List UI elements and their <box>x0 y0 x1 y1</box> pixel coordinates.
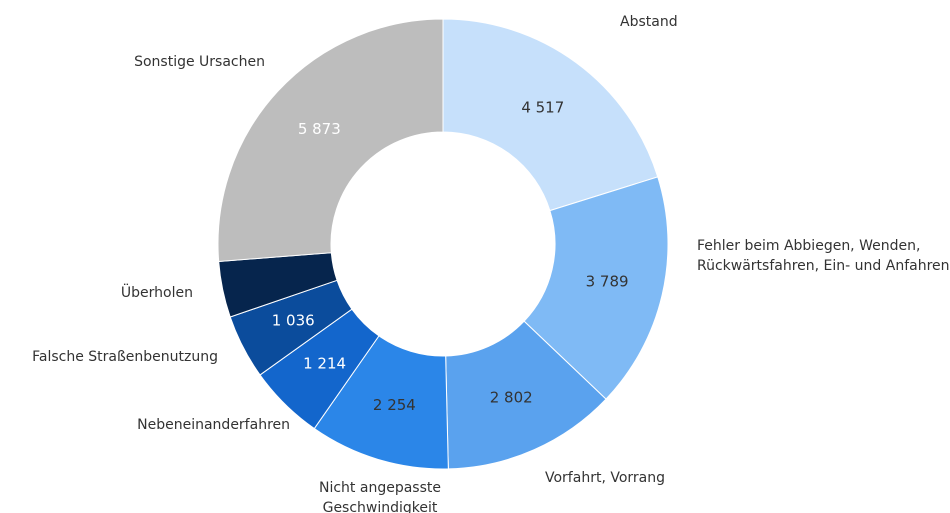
category-label: Vorfahrt, Vorrang <box>545 470 665 486</box>
slice <box>217 18 444 262</box>
value-label: 2 802 <box>490 389 533 407</box>
value-label: 3 789 <box>586 273 629 291</box>
category-label: Fehler beim Abbiegen, Wenden, Rückwärtsf… <box>697 238 950 274</box>
category-label: Abstand <box>620 14 678 30</box>
category-label: Überholen <box>120 285 193 301</box>
slice <box>445 320 607 470</box>
category-label: Nicht angepasste Geschwindigkeit <box>319 480 441 513</box>
value-label: 4 517 <box>521 99 564 117</box>
slice <box>523 176 669 400</box>
category-label: Falsche Straßenbenutzung <box>32 349 218 365</box>
value-label: 2 254 <box>373 396 416 414</box>
value-label: 1 036 <box>272 312 315 330</box>
slice <box>442 18 659 212</box>
value-label: 1 214 <box>303 354 346 372</box>
category-label: Sonstige Ursachen <box>134 54 265 70</box>
value-label: 5 873 <box>298 120 341 138</box>
category-label: Nebeneinanderfahren <box>137 417 290 433</box>
